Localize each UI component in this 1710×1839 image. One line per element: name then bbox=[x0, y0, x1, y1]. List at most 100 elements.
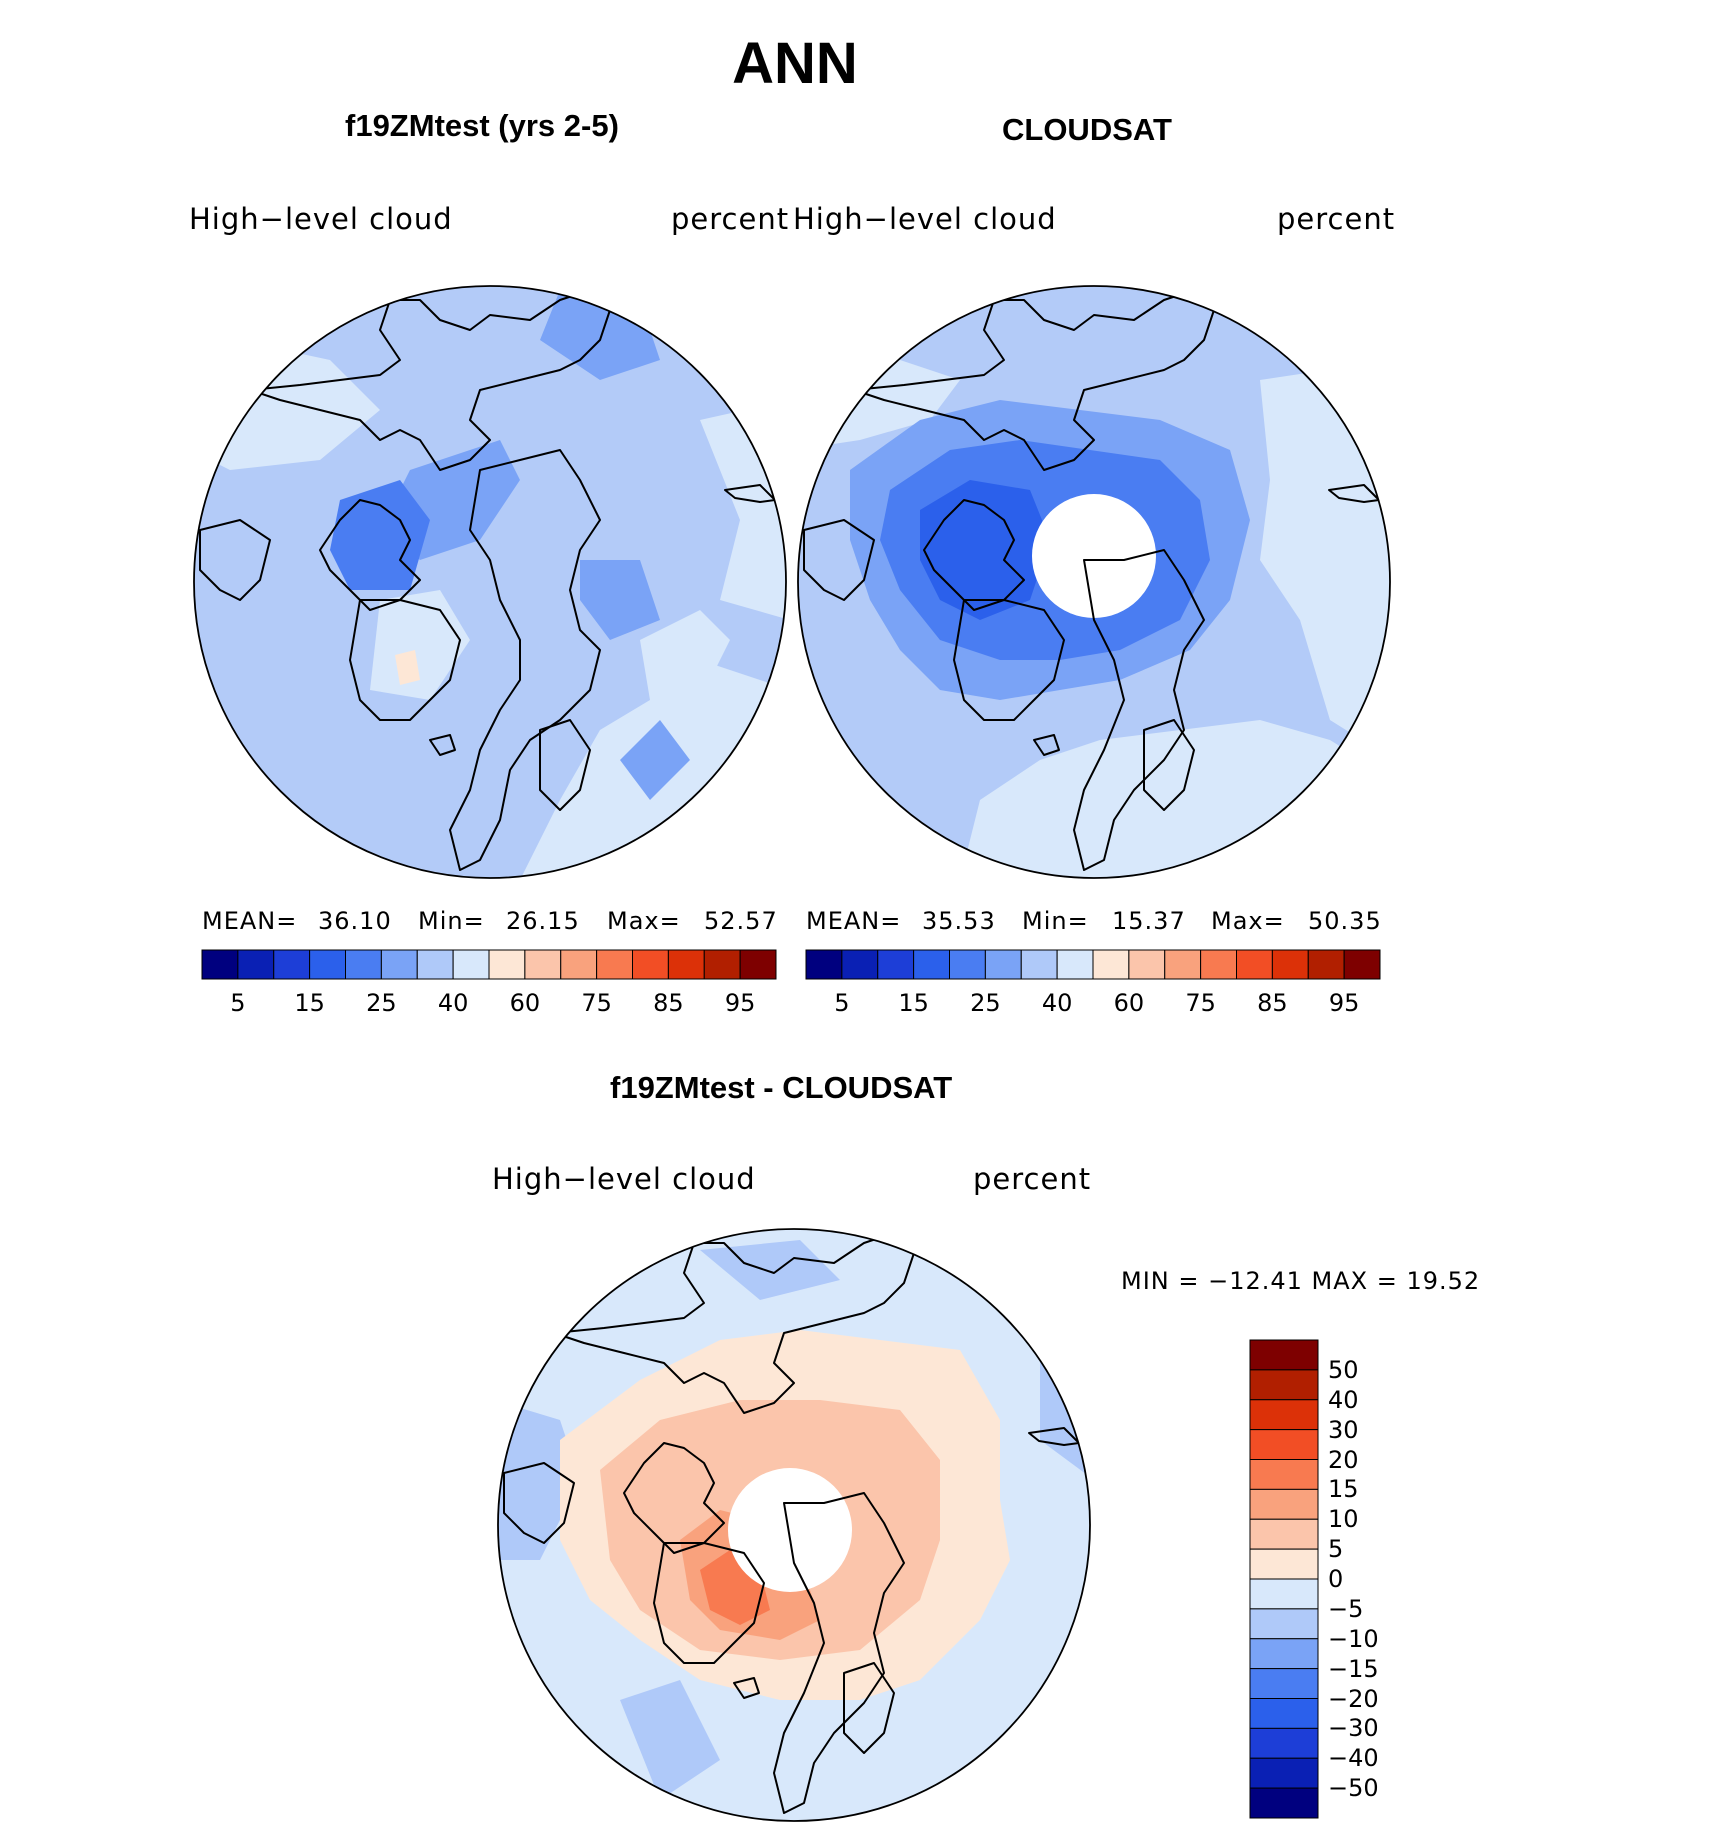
test-units-label: percent bbox=[671, 202, 790, 236]
diff-cool-region-west bbox=[498, 1400, 580, 1560]
diff-units-label: percent bbox=[973, 1162, 1092, 1196]
test-dark-region bbox=[330, 480, 430, 590]
obs-colorbar-box bbox=[1128, 949, 1166, 980]
obs-colorbar-box bbox=[1343, 949, 1381, 980]
obs-mean-label: MEAN= bbox=[806, 907, 902, 935]
diff-map-border bbox=[497, 1228, 1091, 1822]
test-colorbar-box bbox=[739, 949, 777, 980]
obs-colorbar-box bbox=[1236, 949, 1273, 980]
obs-colorbar-tick-label: 75 bbox=[1185, 989, 1216, 1017]
diff-colorbar-box bbox=[1249, 1638, 1319, 1670]
diff-colorbar-box bbox=[1249, 1339, 1319, 1371]
obs-map bbox=[797, 285, 1391, 879]
test-colorbar-tick-label: 25 bbox=[366, 989, 397, 1017]
obs-colorbar-box bbox=[949, 949, 986, 980]
test-colorbar-box bbox=[452, 949, 490, 980]
diff-colorbar-box bbox=[1249, 1698, 1319, 1729]
test-variable-label: High−level cloud bbox=[189, 202, 453, 236]
diff-variable-label: High−level cloud bbox=[492, 1162, 756, 1196]
obs-colorbar-tick-label: 15 bbox=[898, 989, 929, 1017]
obs-colorbar-tick-label: 40 bbox=[1041, 989, 1073, 1017]
test-colorbar-tick-label: 5 bbox=[230, 989, 246, 1017]
diff-missing-data-hole bbox=[728, 1468, 852, 1592]
obs-darker-region bbox=[920, 480, 1050, 620]
test-panel-title: f19ZMtest (yrs 2-5) bbox=[345, 108, 619, 143]
obs-mean-value: 35.53 bbox=[922, 907, 996, 935]
diff-colorbar-box bbox=[1249, 1668, 1319, 1699]
test-max-label: Max= bbox=[607, 907, 681, 935]
obs-light-region-east bbox=[1260, 360, 1390, 760]
diff-colorbar-box bbox=[1249, 1727, 1319, 1759]
obs-colorbar-tick-label: 25 bbox=[970, 989, 1001, 1017]
obs-units-label: percent bbox=[1277, 202, 1396, 236]
test-colorbar-box bbox=[524, 949, 562, 980]
diff-colorbar-tick-label: −10 bbox=[1328, 1624, 1379, 1653]
test-light-region-atlantic bbox=[640, 610, 730, 700]
test-min-label: Min= bbox=[418, 907, 485, 935]
obs-min-label: Min= bbox=[1022, 907, 1089, 935]
diff-colorbar-box bbox=[1249, 1518, 1319, 1550]
obs-colorbar-box bbox=[1271, 949, 1309, 980]
test-max-value: 52.57 bbox=[704, 907, 778, 935]
test-mean-value: 36.10 bbox=[318, 907, 392, 935]
test-min-value: 26.15 bbox=[506, 907, 580, 935]
diff-colorbar-tick-label: −50 bbox=[1328, 1774, 1379, 1803]
diff-colorbar-box bbox=[1249, 1608, 1319, 1640]
test-colorbar-box bbox=[237, 949, 275, 980]
diff-colorbar-tick-label: −15 bbox=[1328, 1654, 1379, 1683]
obs-max-value: 50.35 bbox=[1308, 907, 1382, 935]
diff-colorbar-tick-label: 30 bbox=[1328, 1415, 1359, 1444]
test-colorbar-box bbox=[273, 949, 311, 980]
test-map-border bbox=[193, 285, 787, 879]
diff-colorbar-box bbox=[1249, 1399, 1319, 1431]
diff-cool-region-south bbox=[620, 1680, 720, 1800]
obs-colorbar-box bbox=[877, 949, 915, 980]
diff-colorbar-tick-label: −40 bbox=[1328, 1744, 1379, 1773]
obs-colorbar-box bbox=[1092, 949, 1130, 980]
test-colorbar-tick-label: 40 bbox=[437, 989, 469, 1017]
obs-colorbar-tick-label: 5 bbox=[834, 989, 850, 1017]
test-colorbar bbox=[201, 949, 777, 980]
obs-colorbar-box bbox=[1200, 949, 1237, 980]
test-mean-label: MEAN= bbox=[202, 907, 298, 935]
test-colorbar-box bbox=[596, 949, 633, 980]
diff-colorbar-box bbox=[1249, 1488, 1319, 1520]
obs-colorbar-box bbox=[984, 949, 1022, 980]
diff-colorbar bbox=[1249, 1339, 1319, 1819]
test-colorbar-box bbox=[560, 949, 598, 980]
obs-panel-title: CLOUDSAT bbox=[1002, 112, 1172, 147]
diff-colorbar-box bbox=[1249, 1459, 1319, 1490]
diff-colorbar-tick-label: 40 bbox=[1328, 1385, 1359, 1414]
test-colorbar-box bbox=[416, 949, 454, 980]
diff-coastlines bbox=[503, 1232, 1080, 1814]
test-colorbar-box bbox=[201, 949, 239, 980]
obs-colorbar-tick-label: 85 bbox=[1257, 989, 1288, 1017]
obs-colorbar-box bbox=[805, 949, 843, 980]
diff-colorbar-tick-label: 15 bbox=[1328, 1475, 1359, 1504]
obs-colorbar-box bbox=[1020, 949, 1058, 980]
diff-colorbar-box bbox=[1249, 1548, 1319, 1580]
test-colorbar-box bbox=[667, 949, 705, 980]
obs-coastlines bbox=[803, 289, 1380, 871]
obs-colorbar-box bbox=[913, 949, 950, 980]
obs-min-value: 15.37 bbox=[1112, 907, 1186, 935]
diff-colorbar-tick-label: 0 bbox=[1328, 1565, 1344, 1593]
diff-colorbar-box bbox=[1249, 1578, 1319, 1610]
obs-colorbar-box bbox=[1164, 949, 1202, 980]
obs-map-border bbox=[797, 285, 1391, 879]
test-colorbar-box bbox=[309, 949, 346, 980]
diff-map bbox=[497, 1228, 1091, 1822]
diff-colorbar-tick-label: −30 bbox=[1328, 1714, 1379, 1743]
test-colorbar-tick-label: 95 bbox=[724, 989, 756, 1017]
obs-colorbar-box bbox=[1056, 949, 1094, 980]
diff-colorbar-box bbox=[1249, 1369, 1319, 1401]
test-colorbar-box bbox=[345, 949, 382, 980]
obs-colorbar-tick-label: 95 bbox=[1328, 989, 1360, 1017]
obs-variable-label: High−level cloud bbox=[793, 202, 1057, 236]
test-colorbar-tick-label: 75 bbox=[581, 989, 612, 1017]
diff-colorbar-tick-label: −20 bbox=[1328, 1684, 1379, 1713]
obs-missing-data-hole bbox=[1032, 494, 1156, 618]
test-colorbar-box bbox=[632, 949, 669, 980]
diff-colorbar-tick-label: −5 bbox=[1328, 1594, 1364, 1623]
